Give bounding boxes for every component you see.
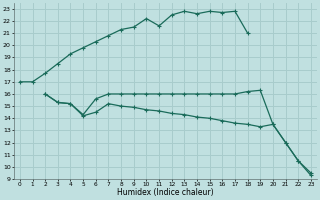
- X-axis label: Humidex (Indice chaleur): Humidex (Indice chaleur): [117, 188, 214, 197]
